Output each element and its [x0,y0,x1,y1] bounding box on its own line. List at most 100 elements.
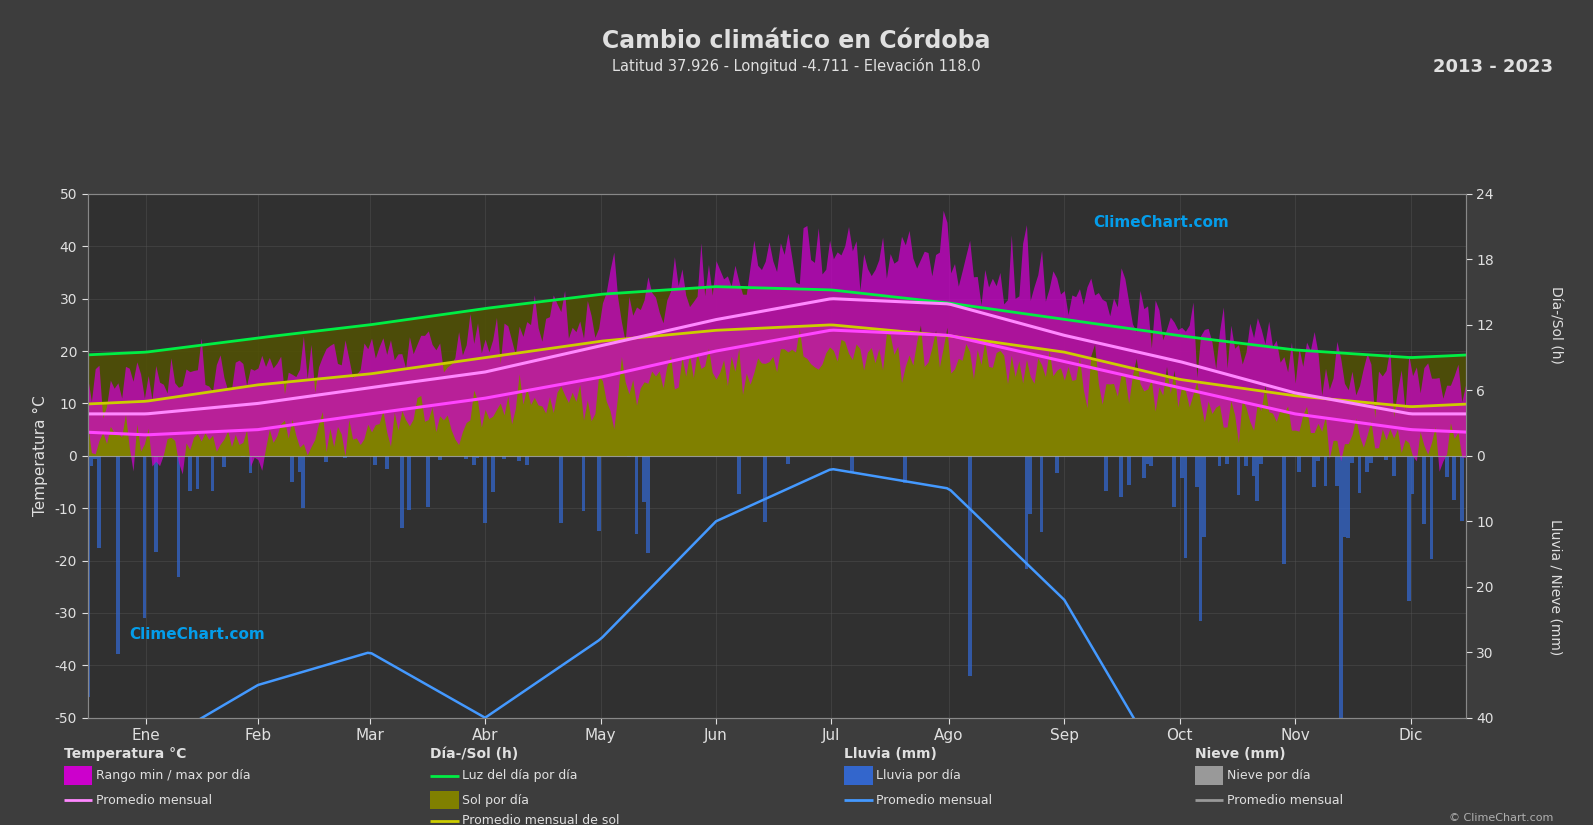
Bar [483,455,487,523]
Bar [1453,455,1456,500]
Bar [241,455,245,457]
Bar [427,455,430,507]
Bar [1195,455,1198,488]
Text: Latitud 37.926 - Longitud -4.711 - Elevación 118.0: Latitud 37.926 - Longitud -4.711 - Eleva… [612,58,981,73]
Bar [1338,455,1343,733]
Bar [249,455,252,474]
Bar [1365,455,1368,472]
Bar [1445,455,1448,477]
Bar [1252,455,1255,477]
Bar [642,455,647,502]
Bar [559,455,562,523]
Text: Día-/Sol (h): Día-/Sol (h) [430,747,518,761]
Bar [1145,455,1150,464]
Bar [524,455,529,465]
Bar [491,455,494,492]
Bar [142,455,147,618]
Bar [177,455,180,578]
Bar [1198,455,1203,620]
Bar [1351,455,1354,464]
Bar [1217,455,1222,466]
Bar [1184,455,1187,559]
Bar [1225,455,1228,464]
Bar [518,455,521,461]
Bar [1411,455,1415,494]
Bar [97,455,100,548]
Text: ClimeChart.com: ClimeChart.com [1093,214,1230,230]
Text: Promedio mensual: Promedio mensual [96,794,212,807]
Bar [1040,455,1043,531]
Bar [1346,455,1351,538]
Bar [1407,455,1411,601]
Bar [301,455,306,508]
Bar [476,455,479,458]
Bar [738,455,741,493]
Bar [1316,455,1321,461]
Bar [785,455,790,464]
Bar [1459,455,1464,521]
Bar [647,455,650,553]
Text: Temperatura °C: Temperatura °C [64,747,186,761]
Bar [628,455,631,457]
Text: © ClimeChart.com: © ClimeChart.com [1448,813,1553,823]
Bar [1335,455,1338,487]
Bar [1384,455,1388,460]
Bar [386,455,389,469]
Bar [1142,455,1145,478]
Text: Nieve (mm): Nieve (mm) [1195,747,1286,761]
Text: Promedio mensual: Promedio mensual [876,794,992,807]
Bar [89,455,94,466]
Bar [969,455,972,676]
Text: Nieve por día: Nieve por día [1227,769,1309,782]
Text: Lluvia / Nieve (mm): Lluvia / Nieve (mm) [1548,519,1563,655]
Y-axis label: Temperatura °C: Temperatura °C [33,395,48,516]
Bar [1236,455,1241,494]
Text: Promedio mensual de sol: Promedio mensual de sol [462,814,620,825]
Bar [502,455,507,460]
Bar [155,455,158,552]
Bar [86,455,89,697]
Bar [1343,455,1346,537]
Bar [1357,455,1362,493]
Bar [597,455,601,531]
Text: Promedio mensual: Promedio mensual [1227,794,1343,807]
Bar [1120,455,1123,497]
Text: Sol por día: Sol por día [462,794,529,807]
Bar [1055,455,1059,473]
Bar [1258,455,1263,464]
Text: Día-/Sol (h): Día-/Sol (h) [1548,286,1563,364]
Text: 2013 - 2023: 2013 - 2023 [1434,58,1553,76]
Text: Luz del día por día: Luz del día por día [462,769,578,782]
Bar [408,455,411,511]
Text: Lluvia (mm): Lluvia (mm) [844,747,937,761]
Bar [290,455,295,482]
Text: Cambio climático en Córdoba: Cambio climático en Córdoba [602,29,991,53]
Bar [342,455,347,458]
Bar [464,455,468,459]
Bar [1203,455,1206,537]
Bar [1429,455,1434,559]
Bar [1313,455,1316,487]
Bar [1324,455,1327,487]
Bar [1150,455,1153,466]
Bar [221,455,226,467]
Bar [210,455,215,491]
Bar [634,455,639,534]
Text: Lluvia por día: Lluvia por día [876,769,961,782]
Bar [1180,455,1184,478]
Bar [472,455,476,465]
Bar [1423,455,1426,525]
Bar [763,455,768,522]
Bar [298,455,301,472]
Text: ClimeChart.com: ClimeChart.com [129,627,264,642]
Bar [438,455,441,460]
Bar [1297,455,1301,472]
Bar [94,455,97,460]
Bar [1368,455,1373,463]
Bar [1172,455,1176,507]
Bar [903,455,906,483]
Bar [1392,455,1395,476]
Bar [851,455,854,473]
Bar [1126,455,1131,485]
Bar [325,455,328,462]
